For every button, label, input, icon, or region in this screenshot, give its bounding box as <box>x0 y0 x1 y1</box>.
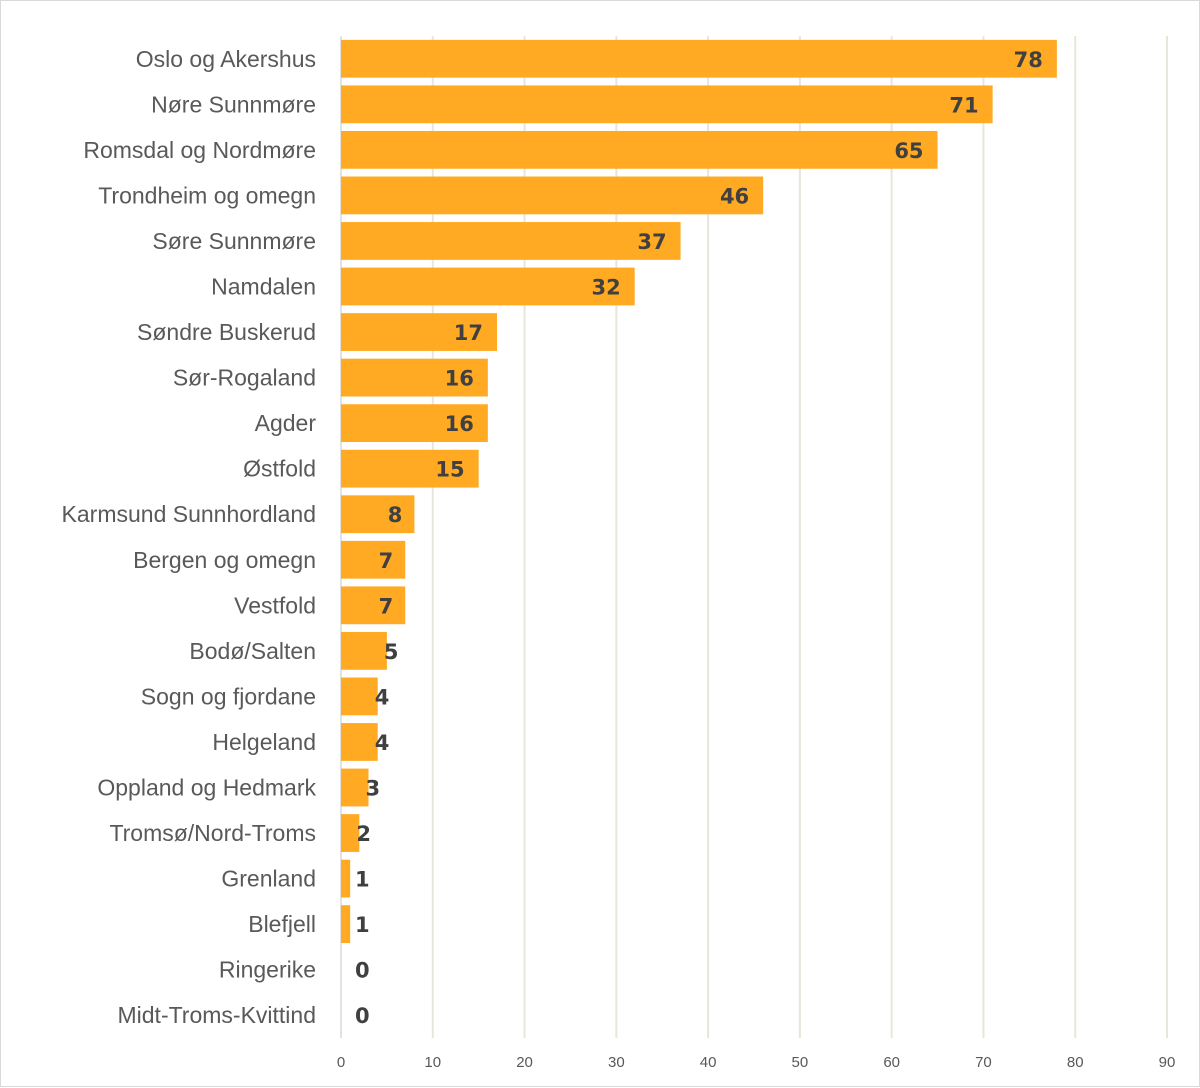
category-label: Bodø/Salten <box>189 638 316 664</box>
bar-karmsund-sunnhordland <box>341 495 415 534</box>
x-axis-ticks: 0 10 20 30 40 50 60 70 80 90 <box>337 1054 1176 1071</box>
data-label: 1 <box>355 913 370 937</box>
data-label: 71 <box>949 93 978 117</box>
x-tick-label: 80 <box>1067 1054 1084 1071</box>
bar-romsdal-og-nordmøre <box>341 130 938 169</box>
data-label: 32 <box>591 276 620 300</box>
x-tick-label: 70 <box>975 1054 992 1071</box>
data-label: 37 <box>637 230 666 254</box>
category-label: Vestfold <box>234 592 316 618</box>
data-label: 0 <box>355 959 370 983</box>
category-label: Ringerike <box>219 957 316 983</box>
category-label: Bergen og omegn <box>133 547 316 573</box>
bar-sør-rogaland <box>341 358 488 397</box>
category-label: Blefjell <box>248 911 316 937</box>
bars <box>341 39 1057 944</box>
category-label: Oslo og Akershus <box>136 46 316 72</box>
category-label: Søndre Buskerud <box>137 319 316 345</box>
x-tick-label: 0 <box>337 1054 345 1071</box>
bar-agder <box>341 404 488 443</box>
bar-grenland <box>341 859 351 898</box>
category-label: Namdalen <box>211 274 316 300</box>
bar-søndre-buskerud <box>341 313 498 351</box>
category-label: Midt-Troms-Kvittind <box>118 1002 317 1028</box>
category-label: Sør-Rogaland <box>173 365 316 391</box>
bar-bergen-og-omegn <box>341 540 406 579</box>
data-label: 0 <box>355 1004 370 1028</box>
category-label: Romsdal og Nordmøre <box>83 137 316 163</box>
data-label: 8 <box>388 503 403 527</box>
category-label: Sogn og fjordane <box>141 683 316 709</box>
x-tick-label: 10 <box>424 1054 441 1071</box>
data-label: 3 <box>366 777 381 801</box>
bar-blefjell <box>341 905 351 944</box>
bar-nøre-sunnmøre <box>341 85 993 124</box>
bar-østfold <box>341 449 479 488</box>
bar-vestfold <box>341 586 406 625</box>
category-labels: Oslo og Akershus Nøre Sunnmøre Romsdal og … <box>62 46 317 1028</box>
data-label: 4 <box>375 685 390 709</box>
x-tick-label: 30 <box>608 1054 625 1071</box>
category-label: Østfold <box>243 456 316 482</box>
bar-oppland-og-hedmark <box>341 768 369 807</box>
data-label: 16 <box>445 412 474 436</box>
category-label: Oppland og Hedmark <box>97 775 316 801</box>
category-label: Tromsø/Nord-Troms <box>109 820 316 846</box>
bar-namdalen <box>341 267 635 306</box>
category-label: Helgeland <box>212 729 316 755</box>
data-label: 7 <box>379 549 394 573</box>
category-label: Søre Sunnmøre <box>152 228 316 254</box>
x-tick-label: 60 <box>883 1054 900 1071</box>
x-tick-label: 40 <box>700 1054 717 1071</box>
data-label: 65 <box>894 139 923 163</box>
category-label: Nøre Sunnmøre <box>151 91 316 117</box>
data-label: 4 <box>375 731 390 755</box>
category-label: Grenland <box>221 866 316 892</box>
data-label: 46 <box>720 184 749 208</box>
bar-helgeland <box>341 723 378 761</box>
category-label: Karmsund Sunnhordland <box>62 501 316 527</box>
bar-tromsø-nord-troms <box>341 814 360 852</box>
data-label: 78 <box>1014 48 1043 72</box>
category-label: Agder <box>255 410 317 436</box>
category-label: Trondheim og omegn <box>98 182 316 208</box>
data-label: 2 <box>356 822 371 846</box>
data-label: 5 <box>384 640 399 664</box>
data-label: 17 <box>454 321 483 345</box>
x-tick-label: 20 <box>516 1054 533 1071</box>
bar-søre-sunnmøre <box>341 222 681 260</box>
data-label: 1 <box>355 868 370 892</box>
bar-sogn-og-fjordane <box>341 677 378 716</box>
bar-bodø-salten <box>341 631 387 670</box>
bar-oslo-og-akershus <box>341 39 1057 78</box>
data-label: 7 <box>379 594 394 618</box>
data-label: 15 <box>435 458 464 482</box>
x-tick-label: 90 <box>1159 1054 1176 1071</box>
bar-trondheim-og-omegn <box>341 176 764 215</box>
data-label: 16 <box>445 367 474 391</box>
x-tick-label: 50 <box>792 1054 809 1071</box>
